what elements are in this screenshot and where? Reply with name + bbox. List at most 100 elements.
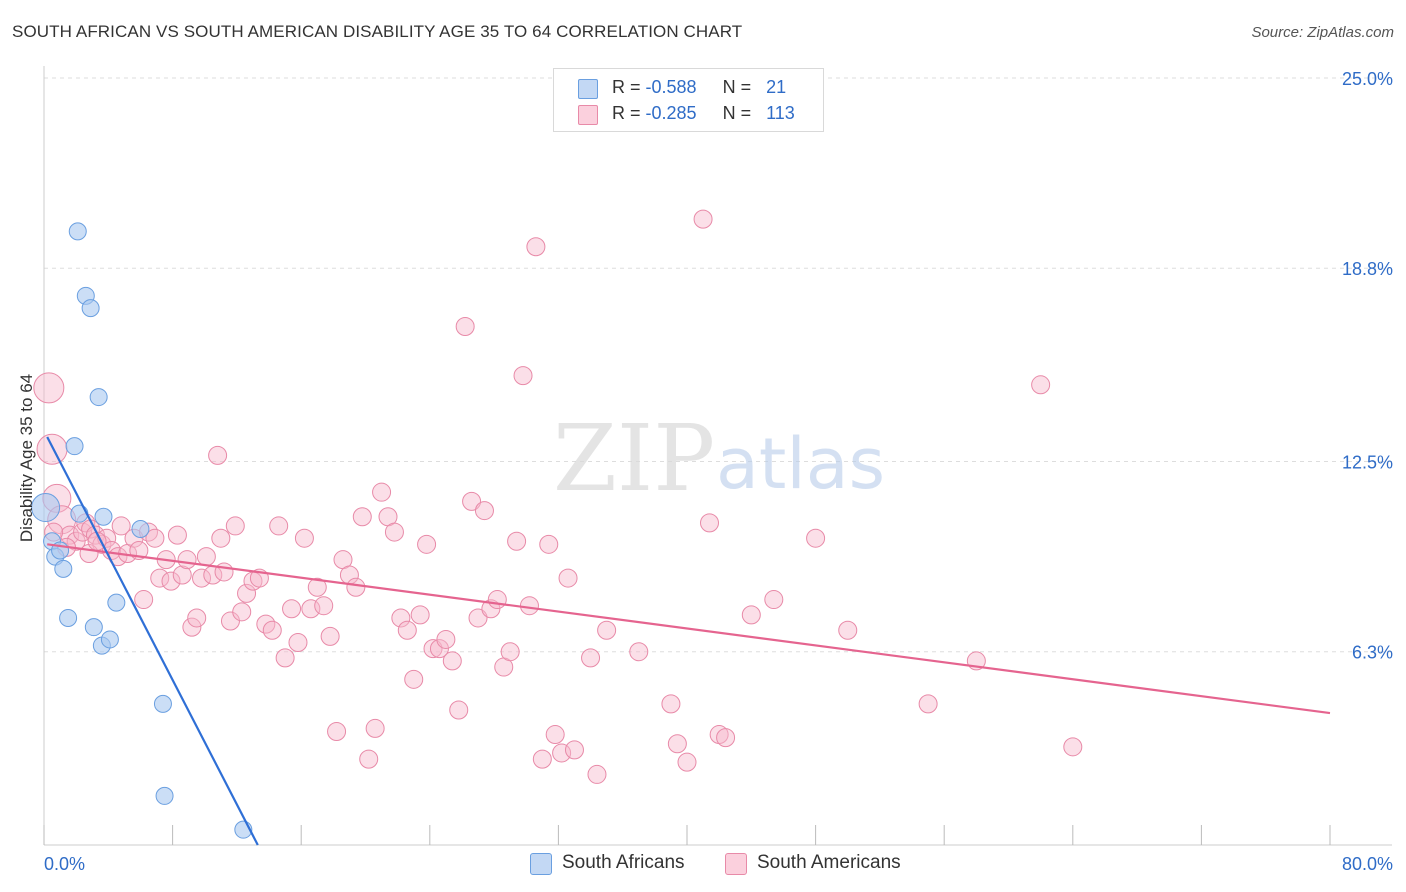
- south-americans-point: [410, 605, 430, 625]
- south-africans-point: [65, 437, 84, 456]
- x-tick-label: 80.0%: [1342, 854, 1393, 874]
- gridlines: [44, 77, 1392, 653]
- south-americans-point: [474, 501, 494, 521]
- south-americans-point: [507, 531, 527, 551]
- legend-swatch-blue: [578, 79, 598, 99]
- y-axis-label: Disability Age 35 to 64: [17, 374, 36, 542]
- south-americans-point: [667, 734, 687, 754]
- legend-r-value: -0.588: [645, 77, 697, 97]
- south-americans-point: [545, 725, 565, 745]
- south-americans-point: [282, 599, 302, 619]
- south-americans-point: [365, 718, 385, 738]
- south-americans-point: [36, 433, 68, 465]
- south-africans-point: [59, 608, 78, 627]
- south-americans-point: [397, 620, 417, 640]
- south-africans-point: [84, 618, 103, 637]
- y-tick-label: 18.8%: [1342, 259, 1393, 279]
- south-americans-point: [581, 648, 601, 668]
- south-americans-point: [352, 507, 372, 527]
- south-americans-point: [564, 740, 584, 760]
- south-americans-point: [468, 608, 488, 628]
- south-americans-point: [384, 522, 404, 542]
- south-americans-point: [587, 764, 607, 784]
- south-americans-point: [196, 547, 216, 567]
- legend-r-value: -0.285: [645, 103, 697, 123]
- south-americans-point: [1063, 737, 1083, 757]
- y-tick-label: 6.3%: [1352, 643, 1393, 663]
- legend-r-label: R =: [612, 77, 646, 97]
- south-americans-point: [208, 445, 228, 465]
- south-americans-point: [182, 617, 202, 637]
- trend-lines: [46, 436, 1331, 846]
- legend-swatch-pink: [725, 853, 747, 875]
- south-americans-point: [269, 516, 289, 536]
- south-americans-point: [716, 728, 736, 748]
- south-africans-point: [94, 507, 113, 526]
- y-tick-label: 25.0%: [1342, 69, 1393, 89]
- south-africans-point: [155, 786, 174, 805]
- south-americans-point: [275, 648, 295, 668]
- south-africans-point: [54, 559, 73, 578]
- chart-title: SOUTH AFRICAN VS SOUTH AMERICAN DISABILI…: [12, 22, 743, 41]
- south-americans-point: [161, 571, 181, 591]
- legend-n-value: 21: [766, 77, 787, 97]
- south-americans-point: [177, 550, 197, 570]
- south-africans-points: [31, 222, 253, 839]
- legend-n-value: 113: [766, 103, 795, 123]
- tick-labels: 6.3% 12.5% 18.8% 25.0% 0.0% 80.0%: [44, 69, 1393, 874]
- south-americans-point: [417, 534, 437, 554]
- south-americans-point: [391, 608, 411, 628]
- south-americans-point: [346, 577, 366, 597]
- legend-label: South Africans: [562, 852, 685, 873]
- south-africans-point: [70, 504, 89, 523]
- legend-swatch-blue: [530, 853, 552, 875]
- south-americans-point: [539, 534, 559, 554]
- south-americans-point: [66, 531, 86, 551]
- south-americans-point: [449, 700, 469, 720]
- legend-n-label: N =: [722, 103, 757, 123]
- south-americans-point: [167, 525, 187, 545]
- south-americans-point: [487, 590, 507, 610]
- south-americans-point: [918, 694, 938, 714]
- south-americans-point: [145, 528, 165, 548]
- south-americans-point: [307, 577, 327, 597]
- south-americans-point: [462, 491, 482, 511]
- south-americans-point: [519, 596, 539, 616]
- south-americans-point: [764, 590, 784, 610]
- south-americans-point: [327, 721, 347, 741]
- south-americans-point: [320, 626, 340, 646]
- legend-n-label: N =: [722, 77, 757, 97]
- south-africans-point: [153, 694, 172, 713]
- south-americans-point: [187, 608, 207, 628]
- south-americans-point: [225, 516, 245, 536]
- south-americans-point: [693, 209, 713, 229]
- south-americans-point: [700, 513, 720, 533]
- south-americans-point: [150, 568, 170, 588]
- axes: [43, 66, 1392, 846]
- south-americans-point: [558, 568, 578, 588]
- watermark-zip: ZIP: [553, 405, 715, 512]
- south-africans-point: [68, 222, 87, 241]
- south-americans-point: [404, 669, 424, 689]
- south-africans-point: [31, 493, 61, 523]
- south-americans-point: [513, 366, 533, 386]
- south-africans-point: [107, 593, 126, 612]
- south-americans-point: [288, 633, 308, 653]
- x-tick-label: 0.0%: [44, 854, 85, 874]
- south-americans-point: [423, 639, 443, 659]
- south-americans-point: [597, 620, 617, 640]
- y-tick-label: 12.5%: [1342, 453, 1393, 473]
- south-americans-point: [741, 605, 761, 625]
- watermark: ZIP atlas: [553, 405, 885, 512]
- south-americans-point: [134, 590, 154, 610]
- south-americans-point: [1031, 375, 1051, 395]
- legend-swatch-pink: [578, 105, 598, 125]
- south-americans-point: [806, 528, 826, 548]
- south-americans-point: [661, 694, 681, 714]
- south-africans-point: [81, 299, 100, 318]
- south-americans-point: [455, 317, 475, 337]
- south-americans-point: [552, 743, 572, 763]
- south-americans-point: [526, 237, 546, 257]
- south-americans-point: [172, 565, 192, 585]
- south-americans-point: [677, 752, 697, 772]
